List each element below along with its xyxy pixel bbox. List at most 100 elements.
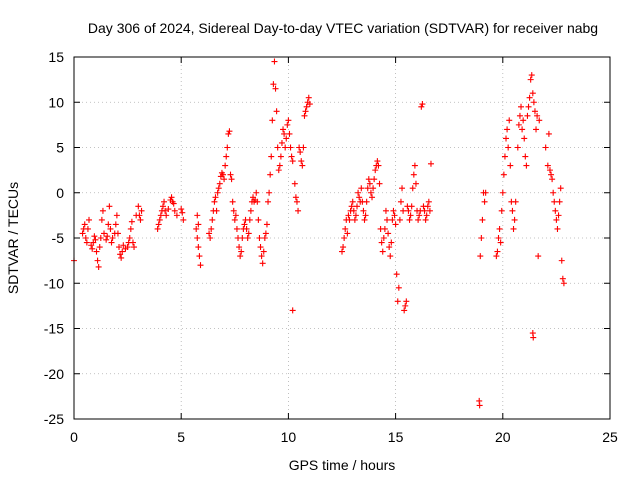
data-point [555, 212, 562, 219]
y-tick-label: 10 [48, 94, 64, 110]
data-point [247, 207, 254, 214]
data-point [493, 253, 500, 260]
data-point [113, 212, 120, 219]
data-point [352, 212, 359, 219]
y-tick-label: 5 [56, 140, 64, 156]
data-point [284, 121, 291, 128]
data-point [495, 235, 502, 241]
data-point [348, 203, 355, 210]
data-point [339, 248, 345, 255]
data-point [551, 198, 558, 205]
data-point [512, 198, 519, 205]
data-point [211, 198, 218, 205]
y-tick-label: -5 [52, 230, 65, 246]
data-point [401, 307, 408, 314]
data-point [514, 144, 521, 151]
data-point [108, 239, 115, 246]
data-point [510, 225, 517, 232]
data-point [388, 239, 395, 246]
y-tick-label: -20 [44, 366, 64, 382]
data-point [163, 212, 170, 219]
y-tick-label: 0 [56, 185, 64, 201]
data-point [371, 176, 378, 183]
data-point [355, 189, 362, 196]
x-axis-label: GPS time / hours [289, 457, 396, 473]
data-point [272, 85, 279, 92]
data-point [96, 244, 103, 251]
data-point [519, 126, 526, 133]
data-point [292, 194, 299, 201]
data-point [399, 185, 406, 192]
data-point [289, 307, 296, 314]
data-point [558, 257, 565, 264]
data-point [427, 160, 434, 167]
data-point [375, 162, 382, 169]
data-point [277, 153, 284, 160]
data-point [302, 108, 309, 115]
data-point [546, 167, 553, 174]
data-point [556, 198, 563, 205]
data-point [498, 207, 505, 214]
data-point [422, 216, 429, 223]
data-point [534, 112, 541, 119]
data-point [171, 207, 178, 214]
data-point [409, 185, 416, 192]
data-point [94, 257, 101, 264]
data-point [194, 212, 201, 219]
data-point [374, 158, 381, 165]
data-point [105, 221, 112, 228]
data-point [506, 117, 513, 124]
data-point [179, 209, 186, 216]
data-point [118, 254, 125, 261]
data-point [394, 298, 401, 305]
data-point [306, 101, 313, 108]
data-point [424, 203, 431, 210]
data-point [478, 235, 485, 241]
data-point [350, 207, 357, 214]
data-point [345, 212, 352, 219]
data-point [390, 207, 397, 214]
data-point [283, 135, 290, 142]
data-point [344, 230, 351, 237]
data-point [116, 244, 123, 251]
data-point [159, 203, 166, 210]
data-point [346, 216, 353, 223]
data-point [494, 248, 501, 255]
data-point [524, 112, 531, 119]
data-point [170, 200, 177, 207]
data-point [93, 248, 100, 255]
data-point [529, 90, 536, 97]
data-point [393, 271, 400, 278]
data-point [379, 248, 386, 255]
data-point [243, 225, 250, 232]
data-point [385, 230, 392, 237]
data-point [230, 207, 237, 214]
data-point [366, 180, 373, 187]
data-point [426, 207, 433, 214]
data-point [423, 212, 430, 219]
data-point [521, 135, 528, 142]
data-point [549, 176, 556, 183]
data-point [421, 207, 428, 214]
data-point [525, 103, 532, 110]
data-point [228, 176, 235, 183]
data-point [274, 144, 281, 151]
data-point [83, 239, 90, 246]
data-point [135, 203, 142, 210]
x-tick-label: 20 [495, 429, 511, 445]
chart-title: Day 306 of 2024, Sidereal Day-to-day VTE… [88, 20, 598, 36]
data-point [389, 216, 396, 223]
data-point [280, 126, 287, 133]
data-point [358, 185, 365, 192]
data-point [356, 194, 363, 201]
data-point [195, 221, 202, 228]
data-point [367, 189, 374, 196]
data-point [86, 216, 93, 223]
data-point [109, 235, 116, 241]
data-point [528, 72, 535, 79]
data-point [505, 144, 512, 151]
data-point [224, 144, 231, 151]
data-point [81, 221, 88, 228]
data-point [129, 239, 136, 246]
